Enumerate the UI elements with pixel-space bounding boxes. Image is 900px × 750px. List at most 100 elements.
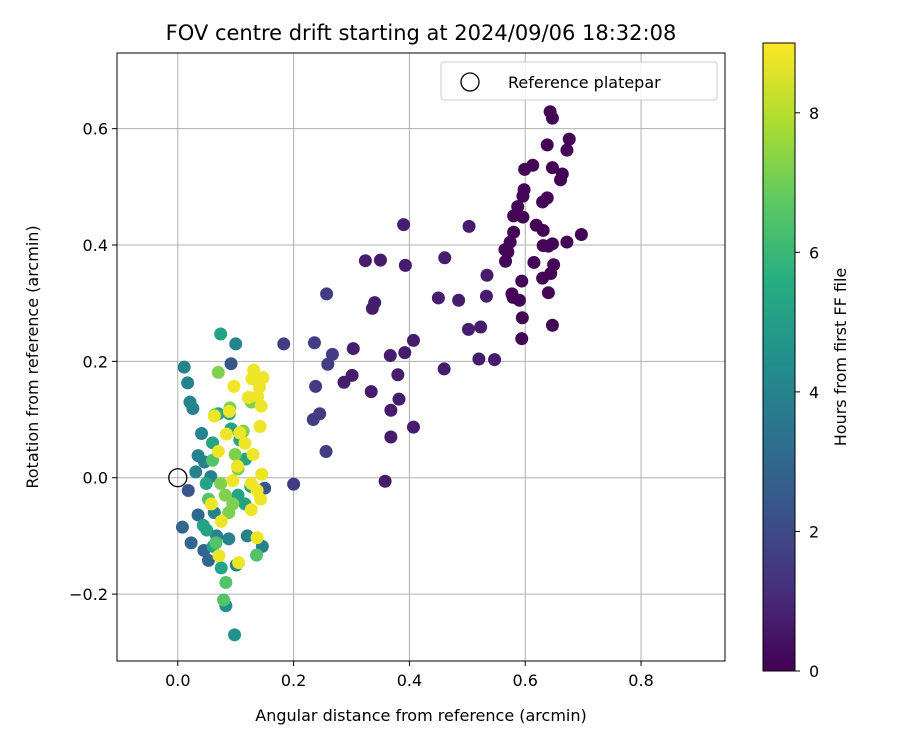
data-point — [306, 413, 320, 427]
data-point — [527, 255, 541, 269]
y-tick-label: 0.4 — [83, 236, 108, 255]
data-point — [397, 218, 411, 232]
data-point — [201, 553, 215, 567]
x-tick-label: 0.2 — [281, 671, 306, 690]
data-point — [217, 593, 231, 607]
data-point — [536, 223, 550, 237]
data-point — [515, 332, 529, 346]
colorbar-tick-label: 0 — [809, 662, 819, 681]
data-point — [364, 385, 378, 399]
data-point — [392, 392, 406, 406]
data-point — [181, 484, 195, 498]
plot-frame — [116, 52, 726, 662]
data-point — [228, 447, 242, 461]
x-tick-label: 0.8 — [628, 671, 653, 690]
data-point — [406, 333, 420, 347]
data-point — [384, 403, 398, 417]
data-point — [177, 360, 191, 374]
data-point — [346, 342, 360, 356]
data-point — [507, 225, 521, 239]
data-point — [545, 161, 559, 175]
grid-lines — [117, 53, 725, 661]
data-point — [175, 520, 189, 534]
data-point — [480, 268, 494, 282]
chart-title: FOV centre drift starting at 2024/09/06 … — [166, 21, 677, 45]
data-point — [337, 375, 351, 389]
data-point — [238, 436, 252, 450]
data-point — [383, 349, 397, 363]
legend-marker — [460, 72, 480, 92]
data-point — [540, 138, 554, 152]
data-point — [245, 372, 259, 386]
data-points — [175, 105, 588, 642]
data-point — [229, 337, 243, 351]
data-point — [545, 111, 559, 125]
data-point — [212, 549, 226, 563]
data-point — [199, 477, 213, 491]
data-point — [406, 420, 420, 434]
data-point — [226, 474, 240, 488]
data-point — [233, 426, 247, 440]
data-point — [211, 445, 225, 459]
data-point — [214, 514, 228, 528]
data-point — [488, 353, 502, 367]
data-point — [536, 271, 550, 285]
data-point — [207, 409, 221, 423]
data-point — [277, 337, 291, 351]
data-point — [474, 320, 488, 334]
data-point — [431, 291, 445, 305]
data-point — [218, 488, 232, 502]
y-axis-label: Rotation from reference (arcmin) — [23, 225, 42, 488]
colorbar-gradient — [762, 42, 796, 672]
data-point — [462, 219, 476, 233]
data-point — [195, 427, 209, 441]
data-point — [384, 430, 398, 444]
data-point — [250, 548, 264, 562]
data-point — [320, 287, 334, 301]
data-point — [254, 492, 268, 506]
data-point — [325, 347, 339, 361]
legend-entry-reference-platepar: Reference platepar — [508, 73, 661, 92]
data-point — [515, 311, 529, 325]
data-point — [398, 258, 412, 272]
data-point — [438, 251, 452, 265]
data-point — [505, 287, 519, 301]
y-tick-label: 0.0 — [83, 469, 108, 488]
data-point — [253, 420, 267, 434]
data-point — [373, 253, 387, 267]
data-point — [232, 556, 246, 570]
data-point — [562, 132, 576, 146]
data-point — [214, 477, 228, 491]
data-point — [516, 189, 530, 203]
data-point — [228, 628, 242, 642]
legend-box — [440, 61, 718, 101]
data-point — [307, 336, 321, 350]
data-point — [541, 239, 555, 253]
data-point — [452, 293, 466, 307]
data-point — [499, 254, 513, 268]
data-point — [554, 173, 568, 187]
data-point — [437, 362, 451, 376]
colorbar-tick-label: 8 — [809, 104, 819, 123]
colorbar-tick-label: 4 — [809, 383, 819, 402]
data-point — [222, 532, 236, 546]
data-point — [365, 301, 379, 315]
y-tick-label: 0.6 — [83, 120, 108, 139]
data-point — [204, 497, 218, 511]
data-point — [472, 352, 486, 366]
data-point — [219, 427, 233, 441]
data-point — [309, 379, 323, 393]
data-point — [391, 368, 405, 382]
x-axis-label: Angular distance from reference (arcmin) — [255, 706, 586, 725]
data-point — [518, 162, 532, 176]
data-point — [222, 404, 236, 418]
data-point — [241, 390, 255, 404]
colorbar-label: Hours from first FF file — [831, 268, 850, 447]
data-point — [255, 467, 269, 481]
data-point — [321, 357, 335, 371]
data-point — [211, 365, 225, 379]
data-point — [250, 531, 264, 545]
data-point — [230, 459, 244, 473]
data-point — [184, 536, 198, 550]
